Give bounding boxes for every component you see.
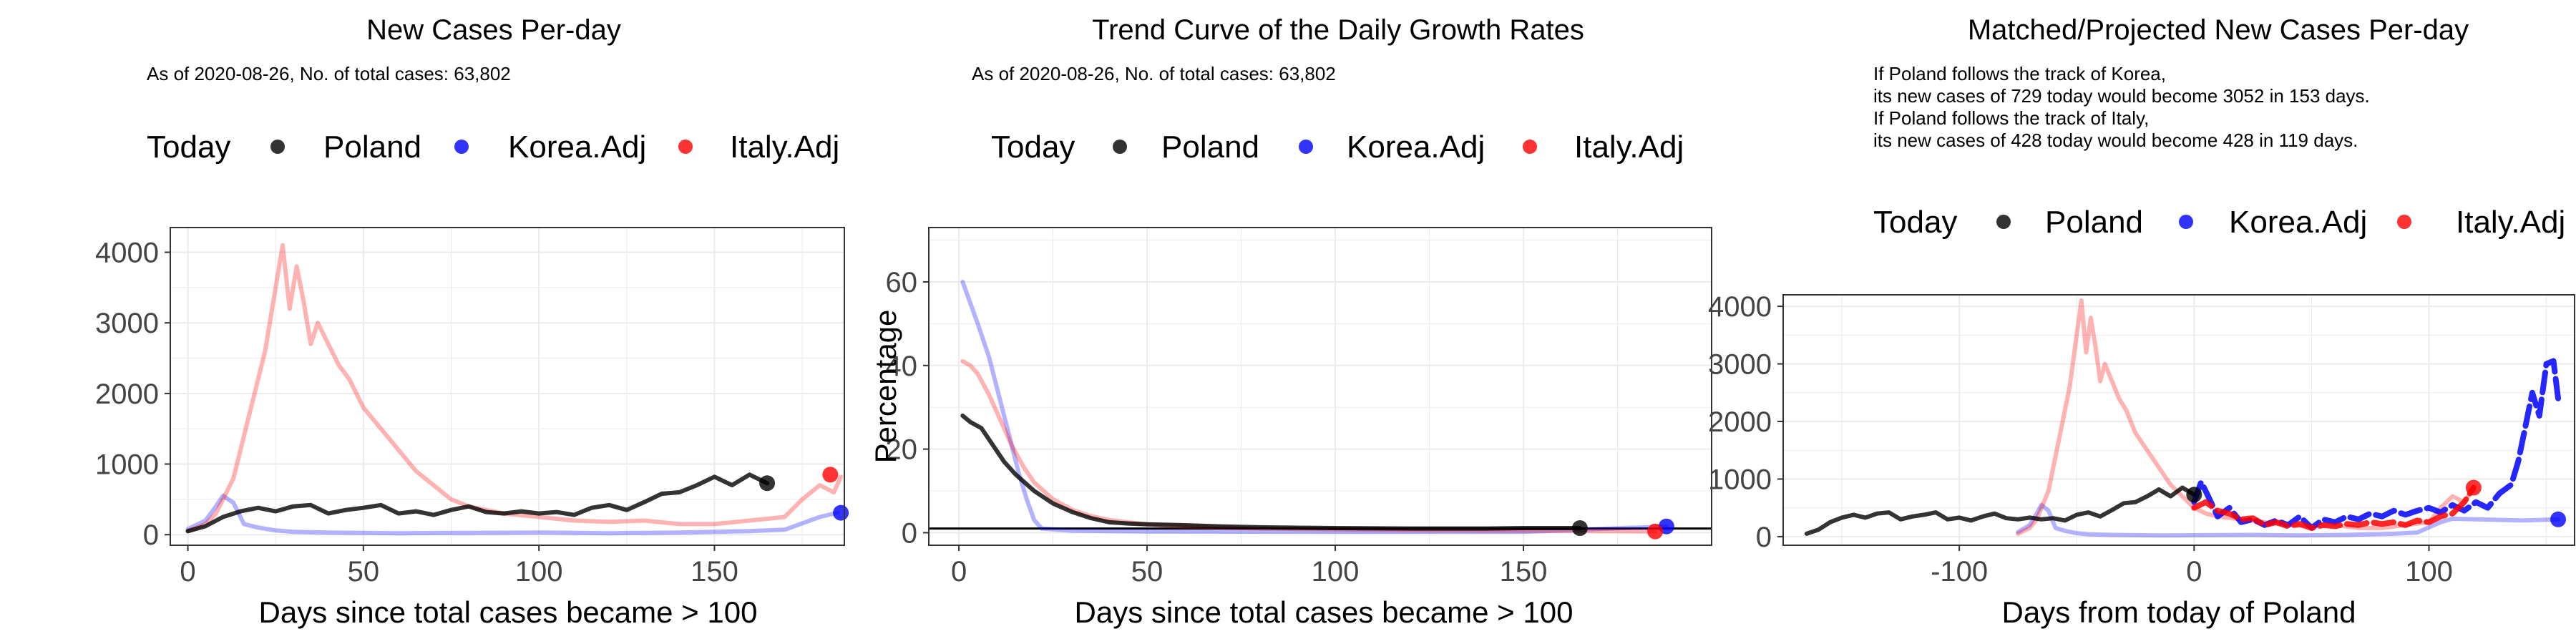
chart-subtitle-line: As of 2020-08-26, No. of total cases: 63… [147, 63, 511, 84]
legend-label-korea-adj: Korea.Adj [1347, 130, 1485, 165]
series-line-italy-adj-projected [2191, 484, 2477, 531]
legend-key-poland [270, 140, 285, 154]
chart-panel-1: New Cases Per-day As of 2020-08-26, No. o… [95, 14, 849, 629]
x-tick-label: 150 [1500, 556, 1548, 587]
panel-border [1782, 294, 2575, 546]
y-tick-label: 3000 [1708, 349, 1772, 381]
series-lines [960, 279, 1669, 535]
x-tick-label: 100 [2405, 556, 2453, 587]
legend-label-korea-adj: Korea.Adj [2229, 205, 2367, 240]
y-tick-label: 3000 [95, 308, 159, 339]
chart-subtitle-line: its new cases of 729 today would become … [1873, 85, 2370, 107]
y-tick-label: 4000 [1708, 291, 1772, 323]
legend-label-korea-adj: Korea.Adj [508, 130, 646, 165]
end-point-korea-adj [833, 504, 849, 521]
gridlines [170, 228, 844, 545]
chart-subtitle-line: its new cases of 428 today would become … [1873, 130, 2358, 151]
end-point-italy-adj [822, 467, 839, 483]
x-tick-label: 0 [2186, 556, 2202, 587]
legend-key-italy-adj [2397, 215, 2411, 229]
series-line-korea-adj-projected [2191, 358, 2561, 531]
legend-key-korea-adj [454, 140, 469, 154]
series-line-poland [185, 472, 770, 534]
y-tick-label: 4000 [95, 238, 159, 269]
chart-panel-3: Matched/Projected New Cases Per-day If Po… [1708, 14, 2575, 629]
legend-key-italy-adj [1523, 140, 1537, 154]
legend-label-poland: Poland [323, 130, 421, 165]
y-axis-label: Percentage [869, 310, 902, 464]
legend-key-korea-adj [1299, 140, 1313, 154]
chart-subtitle-line: If Poland follows the track of Italy, [1873, 107, 2149, 129]
y-tick-label: 2000 [95, 379, 159, 410]
series-line-poland [1804, 485, 2197, 536]
y-tick-label: 40 [886, 351, 918, 382]
legend-label-italy-adj: Italy.Adj [730, 130, 839, 165]
x-tick-label: 100 [515, 556, 563, 587]
y-tick-label: 0 [1756, 522, 1772, 553]
legend-key-italy-adj [678, 140, 693, 154]
end-point-korea-adj [2550, 511, 2567, 527]
y-tick-label: 0 [143, 519, 159, 551]
series-line-korea-adj [2016, 502, 2560, 538]
end-point-poland [2186, 487, 2202, 503]
x-tick-label: 50 [348, 556, 380, 587]
chart-title: Trend Curve of the Daily Growth Rates [1092, 14, 1584, 46]
legend-label-poland: Poland [1161, 130, 1259, 165]
x-axis-label: Days from today of Poland [2002, 595, 2356, 629]
legend-key-poland [1113, 140, 1127, 154]
legend-label-poland: Poland [2045, 205, 2143, 240]
legend-key-poland [1996, 215, 2011, 229]
series-line-italy-adj [185, 243, 844, 534]
series-line-italy-adj [2016, 298, 2476, 536]
legend-label-italy-adj: Italy.Adj [2456, 205, 2565, 240]
x-tick-label: -100 [1931, 556, 1988, 587]
panel-border [170, 227, 845, 546]
x-tick-label: 0 [951, 556, 967, 587]
chart-subtitle-line: If Poland follows the track of Korea, [1873, 63, 2166, 84]
series-lines [185, 243, 844, 536]
x-tick-label: 0 [180, 556, 195, 587]
x-tick-label: 150 [691, 556, 738, 587]
end-point-poland [1571, 520, 1588, 537]
legend-title: Today [991, 130, 1075, 165]
y-tick-label: 0 [902, 517, 917, 549]
series-line-italy-adj [960, 358, 1658, 534]
gridlines [1783, 295, 2575, 545]
legend-label-italy-adj: Italy.Adj [1574, 130, 1684, 165]
y-tick-label: 20 [886, 434, 918, 466]
y-tick-label: 1000 [1708, 464, 1772, 495]
series-line-poland [960, 413, 1582, 531]
series-line-korea-adj [185, 493, 840, 536]
x-axis-label: Days since total cases became > 100 [259, 595, 758, 629]
chart-panel-2: Trend Curve of the Daily Growth Rates As … [869, 14, 1712, 629]
legend-title: Today [147, 130, 230, 165]
end-point-italy-adj [1647, 523, 1664, 540]
chart-title: New Cases Per-day [366, 14, 621, 46]
series-lines [1804, 298, 2561, 538]
y-tick-label: 2000 [1708, 406, 1772, 438]
y-tick-label: 60 [886, 267, 918, 298]
end-point-italy-adj [2465, 479, 2482, 496]
chart-title: Matched/Projected New Cases Per-day [1968, 14, 2469, 46]
series-line-korea-adj [960, 279, 1669, 535]
x-tick-label: 100 [1312, 556, 1360, 587]
legend-title: Today [1873, 205, 1957, 240]
y-tick-label: 1000 [95, 449, 159, 481]
end-point-poland [759, 475, 776, 492]
panel-border [928, 227, 1712, 546]
chart-subtitle-line: As of 2020-08-26, No. of total cases: 63… [972, 63, 1336, 84]
legend-key-korea-adj [2179, 215, 2193, 229]
x-tick-label: 50 [1131, 556, 1163, 587]
x-axis-label: Days since total cases became > 100 [1075, 595, 1574, 629]
